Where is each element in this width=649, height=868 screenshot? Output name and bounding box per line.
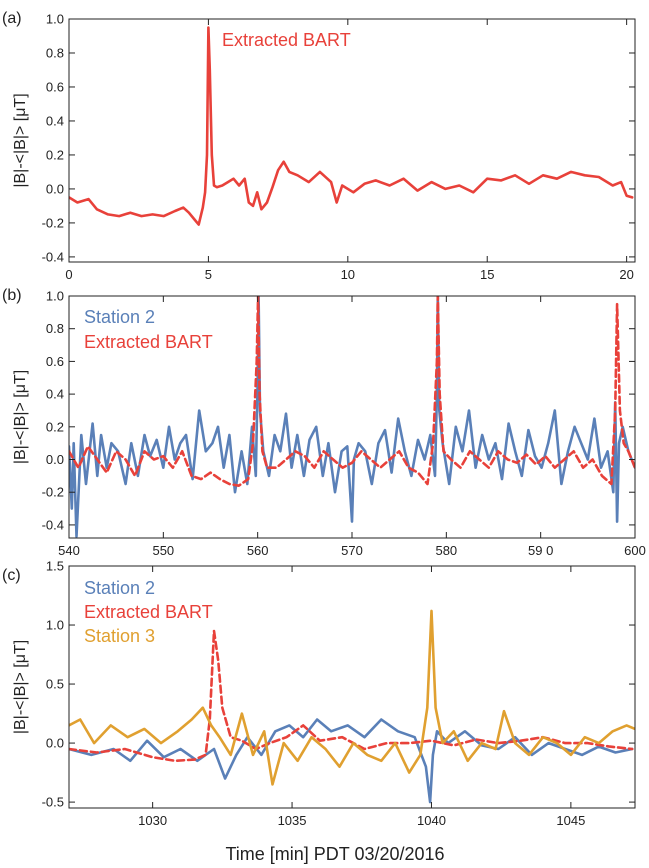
x-tick-label: 600 [624,543,646,558]
y-tick-label: 0.6 [46,354,64,369]
x-tick-label: 10 [341,267,355,282]
y-axis-label: |B|-<|B|> [μT] [12,93,29,187]
series-line-extracted-bart [69,629,634,763]
panel-label: (c) [2,567,21,584]
y-tick-label: -0.4 [42,249,64,264]
x-tick-label: 59 0 [528,543,553,558]
y-tick-label: 0.8 [46,321,64,336]
y-tick-label: 1.0 [46,12,64,27]
y-axis-label: |B|-<|B|> [μT] [12,370,29,464]
x-tick-label: 0 [65,267,72,282]
y-tick-label: 1.0 [46,618,64,633]
x-tick-label: 560 [247,543,269,558]
y-tick-label: -0.4 [42,517,64,532]
legend-entry-extracted-bart: Extracted BART [84,602,213,622]
panel-3: 1030 1035 1040 1045 -0.5 0.0 0.5 1.0 1.5 |B|-<|B|… [2,559,636,828]
panel-1: 0 5 10 15 20 -0.4 -0.2 0.0 0.2 0.4 0.6 0.8 1.0 |B|-<|… [2,10,636,282]
global-x-axis-label: Time [min] PDT 03/20/2016 [225,844,444,864]
y-tick-label: -0.2 [42,485,64,500]
y-tick-label: -0.5 [42,795,64,810]
legend-entry-station-2: Station 2 [84,578,155,598]
legend-entry-station-3: Station 3 [84,626,155,646]
plot-frame [68,18,636,263]
legend-entry-station-2: Station 2 [84,307,155,327]
series-line-station-3 [69,609,635,786]
x-tick-label: 1045 [556,813,585,828]
y-tick-label: 1.0 [46,289,64,304]
y-tick-label: 0.0 [46,181,64,196]
legend-entry-extracted-bart: Extracted BART [84,332,213,352]
series-line-station-2 [69,718,634,804]
x-tick-label: 580 [435,543,457,558]
legend-entry-extracted-bart: Extracted BART [222,30,351,50]
x-tick-label: 20 [619,267,633,282]
panel-label: (b) [2,287,22,304]
y-tick-label: 0.8 [46,45,64,60]
y-axis-label: |B|-<|B|> [μT] [12,640,29,734]
y-tick-label: 0.4 [46,113,64,128]
x-tick-label: 540 [58,543,80,558]
x-tick-label: 1030 [138,813,167,828]
y-tick-label: 0.5 [46,677,64,692]
y-tick-label: 0.4 [46,387,64,402]
x-tick-label: 15 [480,267,494,282]
y-tick-label: 0.2 [46,419,64,434]
y-tick-label: 0.2 [46,147,64,162]
series-line-extracted-bart [69,296,635,487]
x-tick-label: 570 [341,543,363,558]
panel-label: (a) [2,10,22,27]
panel-2: 540 550 560 570 580 59 0 600 -0.4 -0.2 0.0 0.2 0.4 0… [2,287,646,558]
x-tick-label: 5 [205,267,212,282]
x-tick-label: 1035 [278,813,307,828]
y-tick-label: 0.6 [46,79,64,94]
y-tick-label: 0.0 [46,452,64,467]
series-line-extracted-bart [69,26,634,226]
series-line-station-2 [69,296,635,538]
plot-frame [68,565,636,809]
y-tick-label: 1.5 [46,559,64,574]
y-tick-label: -0.2 [42,215,64,230]
x-tick-label: 550 [152,543,174,558]
y-tick-label: 0.0 [46,736,64,751]
x-tick-label: 1040 [417,813,446,828]
